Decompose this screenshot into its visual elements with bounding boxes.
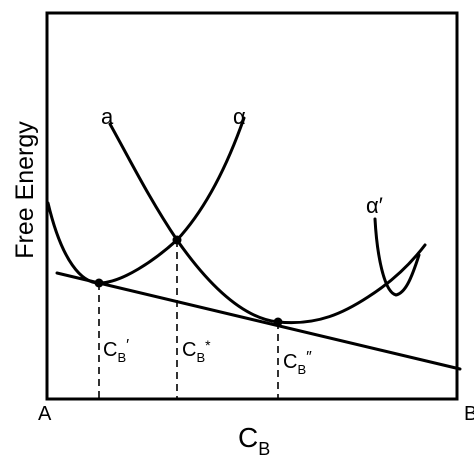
alpha-prime-curve <box>373 217 421 297</box>
alpha-curve-left <box>46 116 246 285</box>
y-axis-title: Free Energy <box>11 121 39 259</box>
axis-end-label-a: A <box>38 403 52 425</box>
x-axis-title: CB <box>238 422 270 459</box>
composition-label-cb-double-prime: CB″ <box>283 349 312 377</box>
common-tangent-line <box>55 271 462 371</box>
a-curve <box>108 122 427 325</box>
axis-end-label-b: B <box>464 403 474 425</box>
composition-label-cb-star: CB* <box>182 337 211 365</box>
curve-label-a: a <box>101 104 114 129</box>
curve-label-alpha: α <box>233 104 246 129</box>
curve-label-alpha-prime: α′ <box>366 193 383 218</box>
plot-frame <box>45 11 459 401</box>
composition-label-cb-prime: CB′ <box>103 337 129 365</box>
